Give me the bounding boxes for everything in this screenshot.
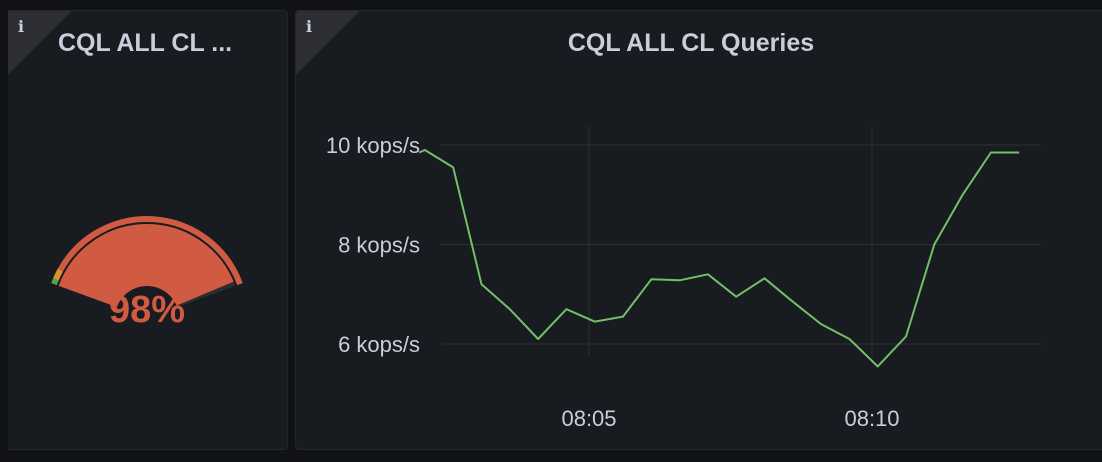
time-series-chart[interactable]: 10 kops/s 8 kops/s 6 kops/s 08:05 08:10 bbox=[296, 11, 1102, 450]
gauge-fill bbox=[58, 224, 234, 309]
y-tick-label: 6 kops/s bbox=[338, 332, 420, 357]
gauge-threshold-red bbox=[57, 216, 243, 286]
gauge-threshold-orange bbox=[53, 268, 64, 281]
info-corner[interactable] bbox=[296, 11, 360, 75]
series-line[interactable] bbox=[418, 149, 1020, 368]
y-tick-label: 10 kops/s bbox=[326, 133, 420, 158]
y-tick-label: 8 kops/s bbox=[338, 233, 420, 258]
gauge-panel-title[interactable]: CQL ALL CL ... bbox=[58, 29, 233, 57]
info-icon[interactable]: i bbox=[306, 17, 313, 36]
x-tick-label: 08:10 bbox=[844, 406, 899, 431]
gauge-panel: i CQL ALL CL ... 98% bbox=[8, 10, 288, 450]
gauge: 98% bbox=[51, 216, 243, 331]
graph-panel-title[interactable]: CQL ALL CL Queries bbox=[567, 29, 815, 57]
gauge-threshold-green bbox=[51, 278, 59, 286]
info-corner[interactable] bbox=[8, 11, 72, 75]
gauge-value: 98% bbox=[109, 289, 185, 331]
x-tick-label: 08:05 bbox=[561, 406, 616, 431]
info-icon[interactable]: i bbox=[18, 17, 25, 36]
graph-panel: i CQL ALL CL Queries 10 kops/s 8 kops/s 6 … bbox=[295, 10, 1102, 450]
